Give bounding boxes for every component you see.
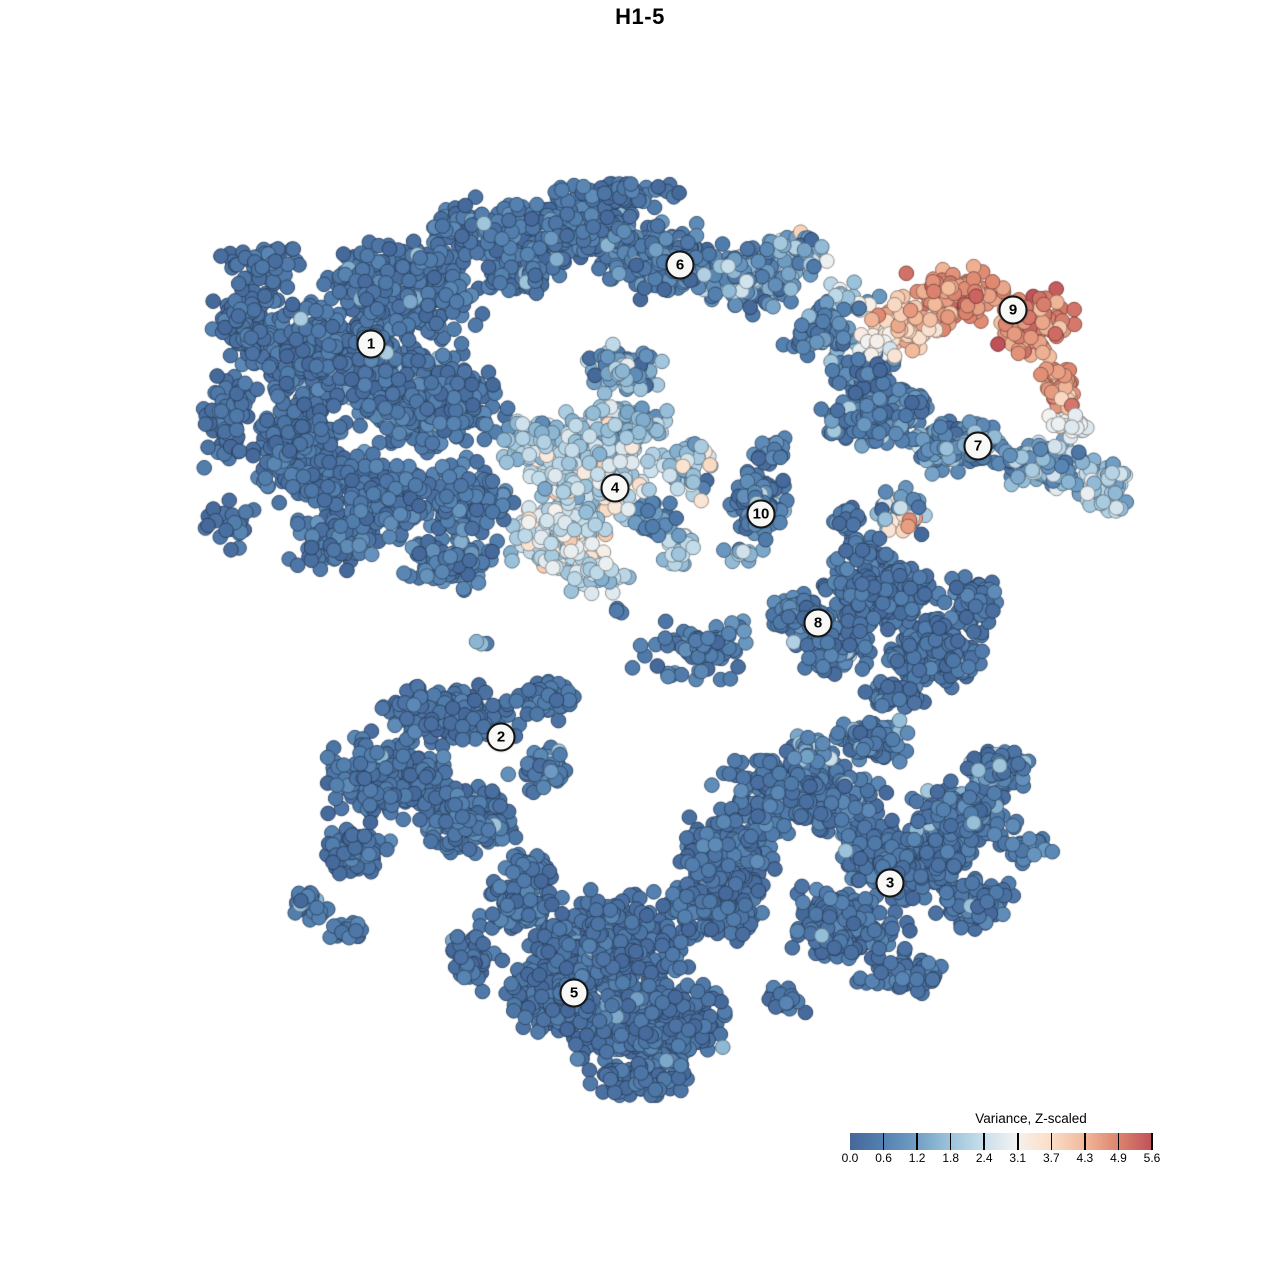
cluster-label-10: 10 bbox=[746, 499, 776, 529]
colorbar-tick-line bbox=[1017, 1133, 1019, 1150]
colorbar-gradient bbox=[850, 1133, 1152, 1150]
colorbar-tick-label: 0.6 bbox=[875, 1151, 892, 1165]
colorbar-tick-label: 0.0 bbox=[841, 1151, 859, 1165]
cluster-label-8: 8 bbox=[803, 608, 833, 638]
cluster-label-6: 6 bbox=[665, 250, 695, 280]
colorbar-tick-label: 2.4 bbox=[975, 1151, 993, 1165]
cluster-label-2: 2 bbox=[486, 722, 516, 752]
colorbar-tick-line bbox=[1117, 1133, 1120, 1150]
cluster-label-9: 9 bbox=[998, 295, 1028, 325]
cluster-label-5: 5 bbox=[559, 978, 589, 1008]
legend-title: Variance, Z-scaled bbox=[975, 1111, 1087, 1126]
colorbar-tick-label: 4.3 bbox=[1076, 1151, 1094, 1165]
colorbar-tick-label: 3.7 bbox=[1042, 1151, 1060, 1165]
colorbar-tick-line bbox=[1151, 1133, 1153, 1150]
cluster-label-4: 4 bbox=[600, 473, 630, 503]
colorbar-tick-line bbox=[1050, 1133, 1053, 1150]
colorbar-tick-label: 5.6 bbox=[1143, 1151, 1161, 1165]
cluster-label-3: 3 bbox=[875, 868, 905, 898]
colorbar-tick-label: 3.1 bbox=[1009, 1151, 1027, 1165]
colorbar-tick-label: 1.2 bbox=[908, 1151, 926, 1165]
colorbar-tick-line bbox=[1084, 1133, 1086, 1150]
colorbar-tick-line bbox=[916, 1133, 918, 1150]
cluster-label-1: 1 bbox=[356, 329, 386, 359]
colorbar-tick-line bbox=[983, 1133, 985, 1150]
colorbar-tick-label: 4.9 bbox=[1110, 1151, 1127, 1165]
colorbar-tick-line bbox=[882, 1133, 885, 1150]
colorbar-tick-label: 1.8 bbox=[942, 1151, 959, 1165]
cluster-label-7: 7 bbox=[963, 431, 993, 461]
colorbar-tick-line bbox=[949, 1133, 952, 1150]
